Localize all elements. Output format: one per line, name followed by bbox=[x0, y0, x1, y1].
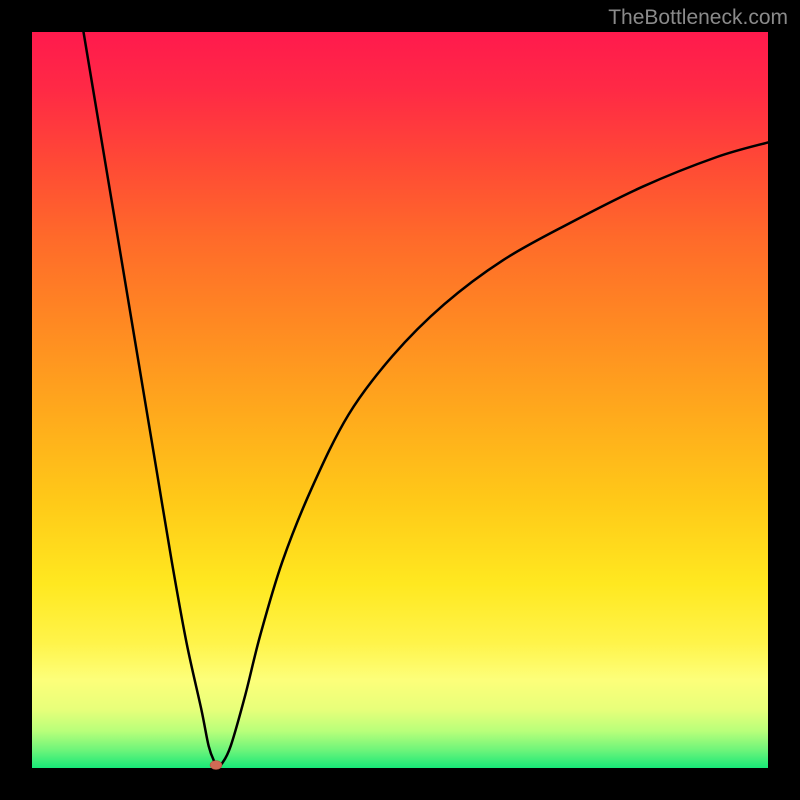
optimal-point-marker bbox=[210, 761, 222, 770]
plot-background bbox=[32, 32, 768, 768]
bottleneck-curve-chart bbox=[0, 0, 800, 800]
chart-frame: TheBottleneck.com bbox=[0, 0, 800, 800]
